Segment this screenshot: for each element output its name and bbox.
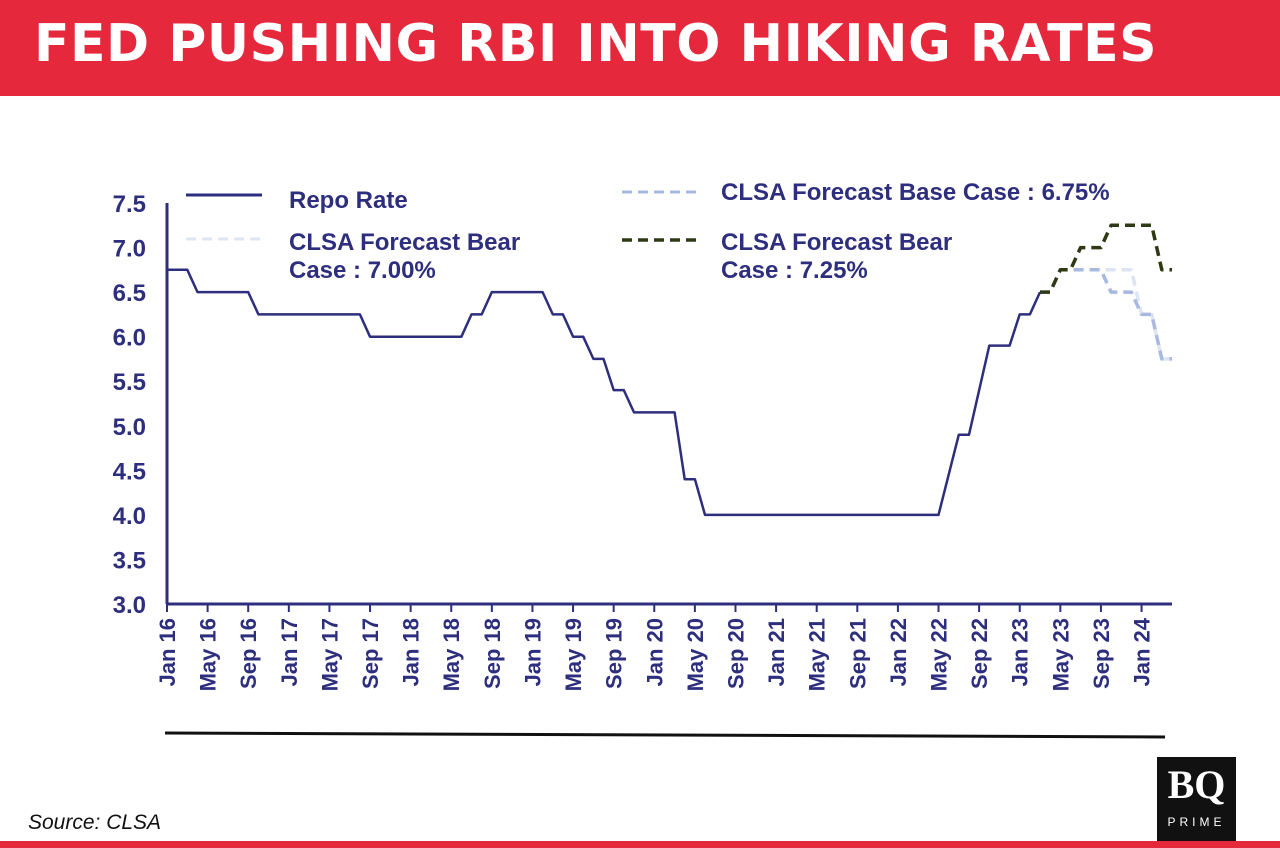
y-tick-label: 5.5	[113, 369, 146, 396]
x-tick-label: Sep 20	[723, 618, 748, 689]
legend-label-base-case: CLSA Forecast Base Case : 6.75%	[721, 179, 1110, 206]
y-axis-ticks: 7.5 7.0 6.5 6.0 5.5 5.0 4.5 4.0 3.5 3.0	[113, 191, 146, 619]
bq-prime-logo: BQ PRIME	[1157, 757, 1236, 841]
y-tick-label: 3.5	[113, 547, 146, 574]
x-tick-label: Jan 19	[520, 618, 545, 687]
y-tick-label: 7.5	[113, 191, 146, 218]
x-tick-label: Jan 20	[642, 618, 667, 687]
x-tick-label: Jan 17	[277, 618, 302, 687]
x-tick-label: May 19	[561, 618, 586, 691]
x-tick-label: Jan 21	[764, 618, 789, 687]
x-axis-ticks: Jan 16 May 16 Sep 16 Jan 17 May 17 Sep 17 Jan …	[155, 604, 1155, 691]
y-tick-label: 6.0	[113, 325, 146, 352]
y-tick-label: 4.5	[113, 458, 146, 485]
x-tick-label: Jan 18	[399, 618, 424, 687]
series-line-repo-rate	[167, 268, 1042, 517]
x-tick-label: Sep 18	[480, 618, 505, 689]
series-lines	[167, 223, 1172, 517]
title-banner: FED PUSHING RBI INTO HIKING RATES	[0, 0, 1280, 96]
x-tick-label: Jan 16	[155, 618, 180, 687]
y-tick-label: 3.0	[113, 592, 146, 619]
x-tick-label: Sep 22	[967, 618, 992, 689]
x-tick-label: May 16	[196, 618, 221, 691]
x-tick-label: May 17	[317, 618, 342, 691]
y-tick-label: 4.0	[113, 503, 146, 530]
legend-label-bear-7-00-line2: Case : 7.00%	[289, 257, 436, 284]
x-tick-label: Jan 24	[1130, 617, 1155, 686]
x-tick-label: May 20	[683, 618, 708, 691]
legend: Repo Rate CLSA Forecast Bear Case : 7.00…	[186, 179, 1110, 284]
page-title: FED PUSHING RBI INTO HIKING RATES	[34, 14, 1158, 74]
x-tick-label: Sep 16	[236, 618, 261, 689]
x-tick-label: Jan 23	[1008, 618, 1033, 687]
legend-label-bear-7-25-line2: Case : 7.25%	[721, 257, 868, 284]
y-tick-label: 5.0	[113, 414, 146, 441]
source-note: Source: CLSA	[28, 811, 162, 834]
x-tick-label: Sep 19	[602, 618, 627, 689]
x-tick-label: Sep 17	[358, 618, 383, 689]
logo-subtitle: PRIME	[1167, 815, 1226, 829]
x-tick-label: Sep 23	[1089, 618, 1114, 689]
logo-mark: BQ	[1167, 762, 1226, 807]
series-line-clsa-forecast-bear-case-7-25	[1040, 223, 1172, 294]
x-tick-label: May 22	[927, 618, 952, 691]
x-tick-label: May 23	[1048, 618, 1073, 691]
y-tick-label: 6.5	[113, 280, 146, 307]
bottom-accent-bar	[0, 841, 1280, 848]
baseline-rule	[164, 731, 1166, 739]
chart: Repo Rate CLSA Forecast Bear Case : 7.00…	[113, 179, 1172, 739]
x-tick-label: Sep 21	[845, 618, 870, 689]
legend-label-bear-7-25-line1: CLSA Forecast Bear	[721, 229, 952, 256]
y-tick-label: 7.0	[113, 236, 146, 263]
x-tick-label: May 18	[439, 618, 464, 691]
x-tick-label: Jan 22	[886, 618, 911, 687]
x-tick-label: May 21	[805, 618, 830, 691]
legend-label-repo-rate: Repo Rate	[289, 187, 408, 214]
legend-label-bear-7-00-line1: CLSA Forecast Bear	[289, 229, 520, 256]
